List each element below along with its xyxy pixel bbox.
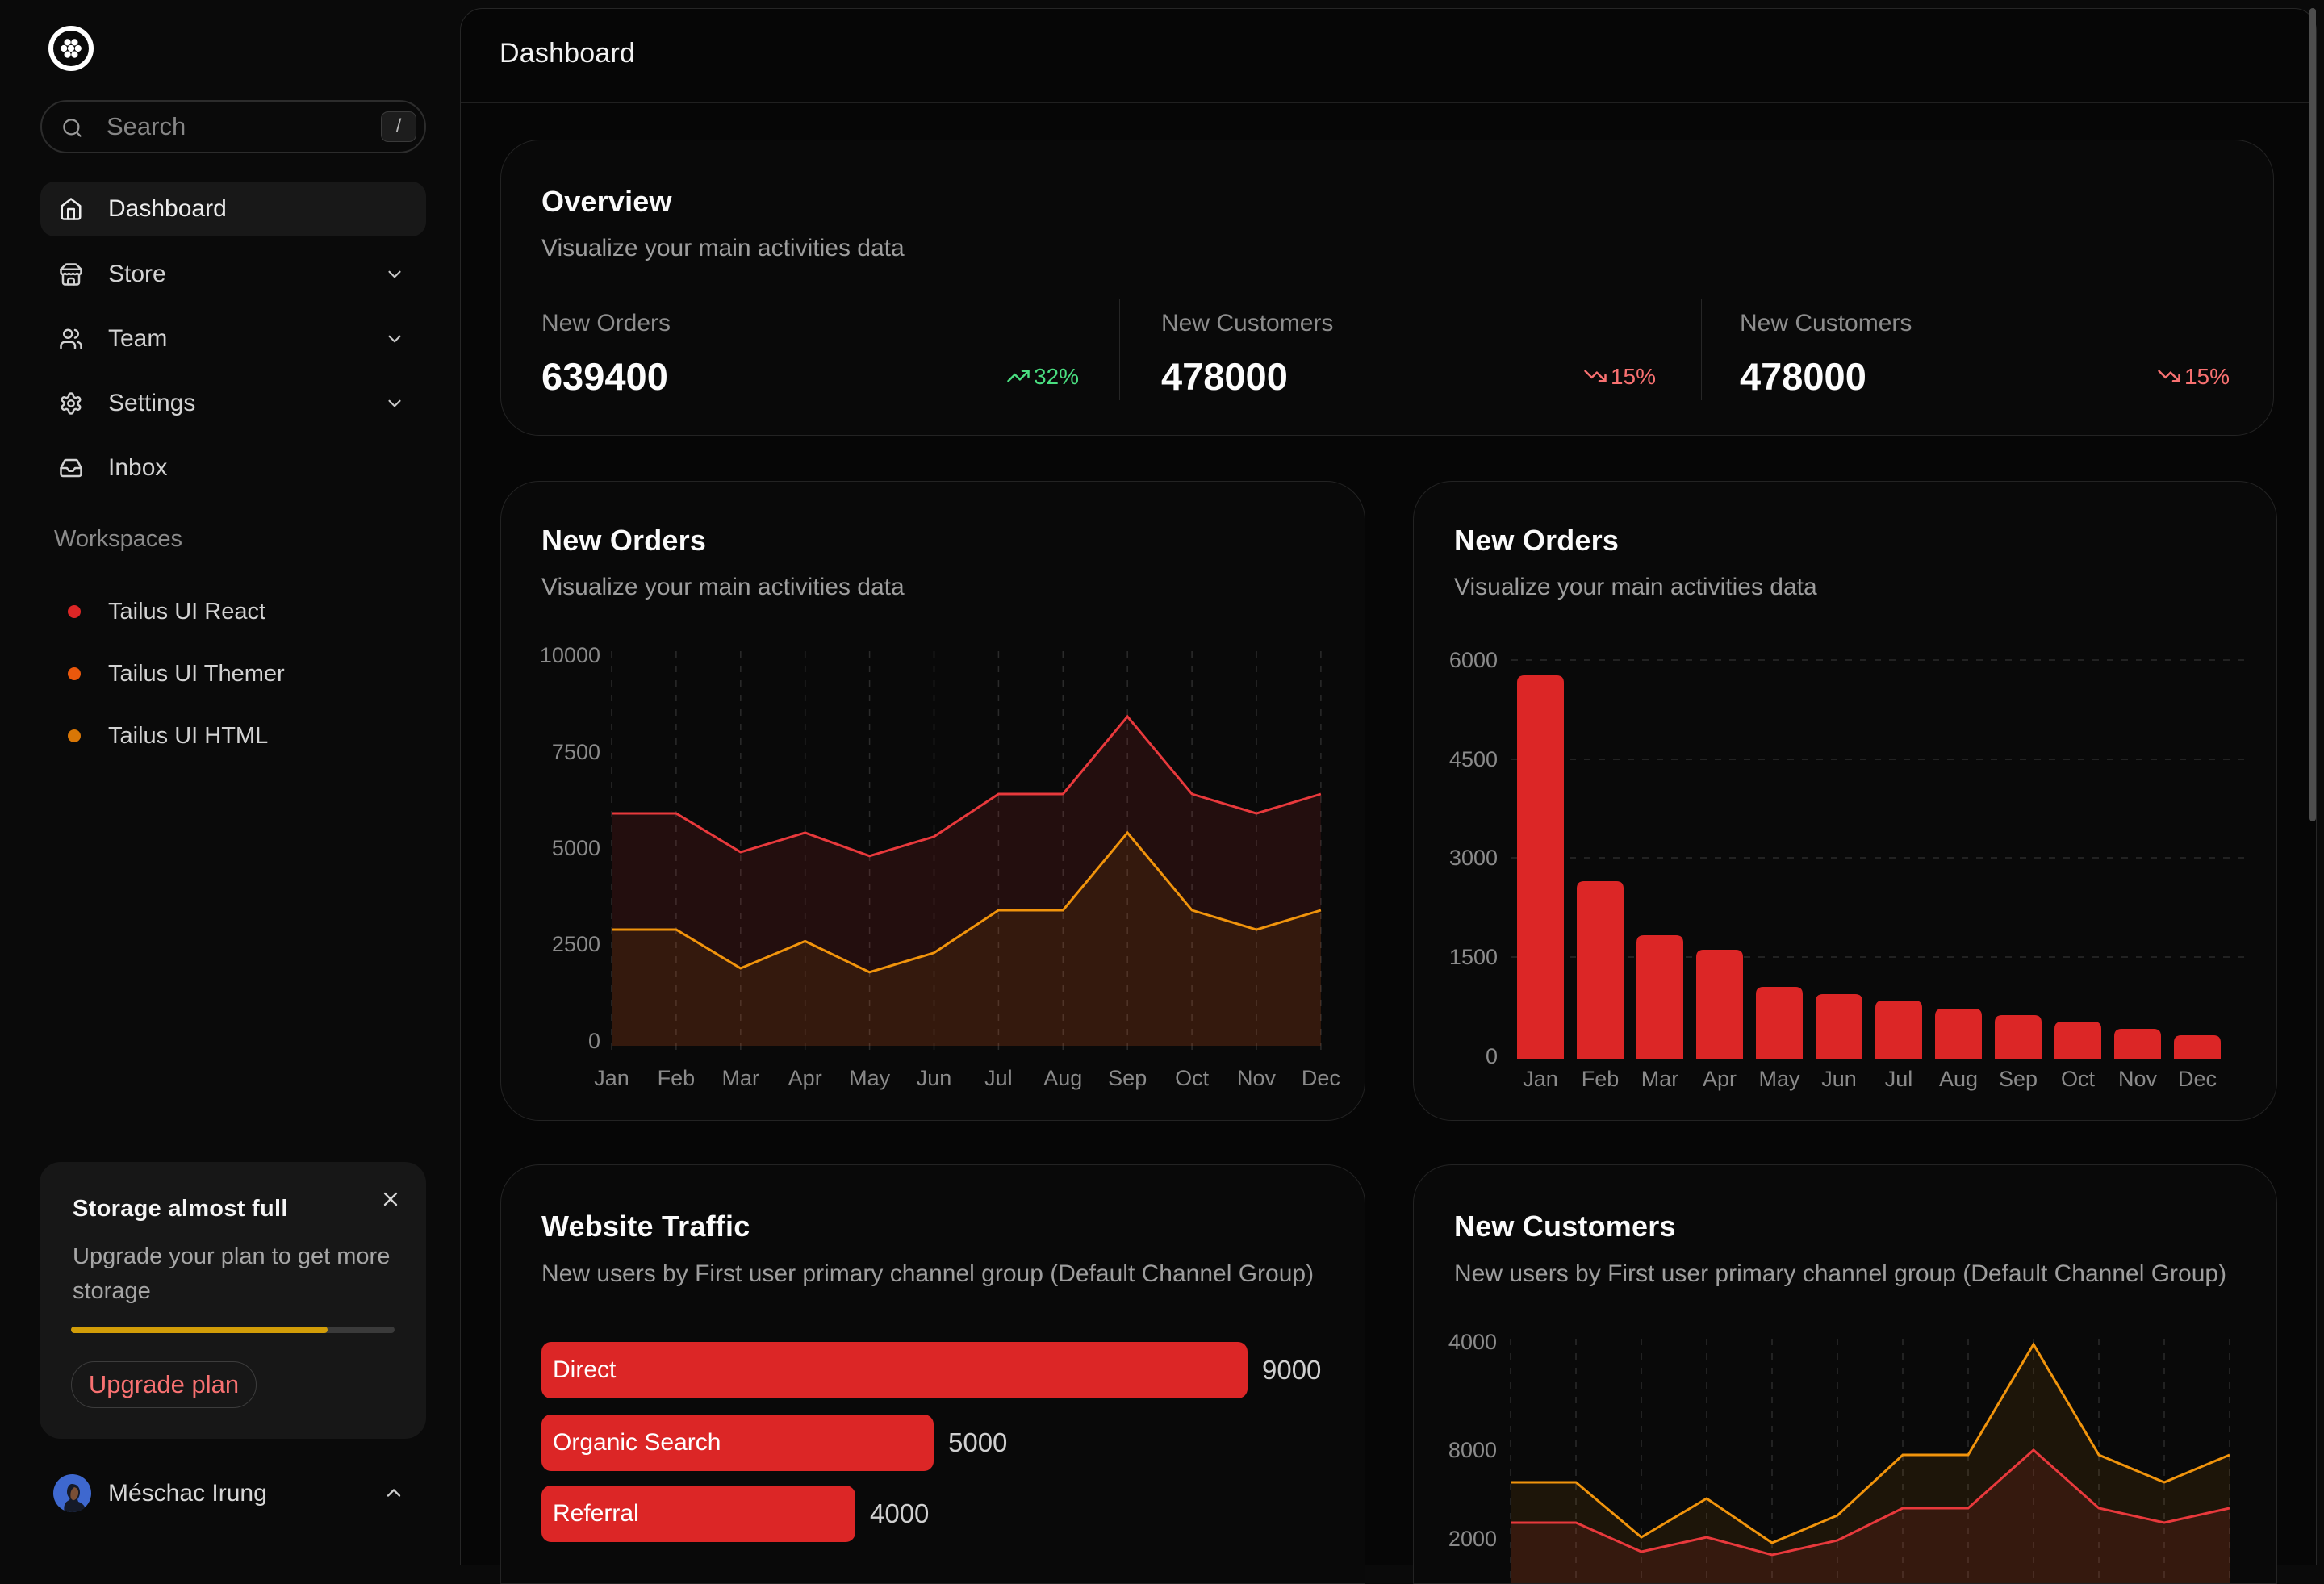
- svg-text:5000: 5000: [552, 836, 600, 860]
- svg-text:Aug: Aug: [1043, 1066, 1082, 1090]
- svg-text:Jan: Jan: [1523, 1067, 1558, 1091]
- svg-text:Sep: Sep: [1999, 1067, 2038, 1091]
- svg-text:Feb: Feb: [1582, 1067, 1620, 1091]
- svg-text:Nov: Nov: [2118, 1067, 2158, 1091]
- svg-text:May: May: [849, 1066, 891, 1090]
- svg-text:0: 0: [1486, 1044, 1498, 1068]
- svg-text:2000: 2000: [1448, 1527, 1497, 1551]
- svg-text:0: 0: [588, 1029, 600, 1053]
- svg-text:Mar: Mar: [1641, 1067, 1679, 1091]
- svg-text:Dec: Dec: [1302, 1066, 1340, 1090]
- svg-text:Feb: Feb: [658, 1066, 696, 1090]
- svg-text:Oct: Oct: [1175, 1066, 1210, 1090]
- svg-text:Sep: Sep: [1108, 1066, 1147, 1090]
- svg-text:4000: 4000: [1448, 1330, 1497, 1354]
- svg-text:Jul: Jul: [1885, 1067, 1913, 1091]
- svg-text:8000: 8000: [1448, 1438, 1497, 1462]
- svg-text:Apr: Apr: [788, 1066, 822, 1090]
- svg-text:Jan: Jan: [594, 1066, 629, 1090]
- svg-text:Oct: Oct: [2061, 1067, 2096, 1091]
- svg-text:2500: 2500: [552, 932, 600, 956]
- svg-text:10000: 10000: [540, 643, 600, 667]
- svg-text:Aug: Aug: [1939, 1067, 1978, 1091]
- svg-text:Nov: Nov: [1237, 1066, 1277, 1090]
- svg-text:Apr: Apr: [1703, 1067, 1737, 1091]
- svg-text:Jul: Jul: [984, 1066, 1013, 1090]
- svg-text:Jun: Jun: [1821, 1067, 1857, 1091]
- svg-text:4500: 4500: [1449, 747, 1498, 771]
- svg-text:6000: 6000: [1449, 648, 1498, 672]
- svg-text:May: May: [1758, 1067, 1800, 1091]
- svg-text:Jun: Jun: [917, 1066, 952, 1090]
- svg-text:Mar: Mar: [722, 1066, 760, 1090]
- svg-text:3000: 3000: [1449, 846, 1498, 870]
- svg-text:7500: 7500: [552, 740, 600, 764]
- svg-text:1500: 1500: [1449, 945, 1498, 969]
- svg-text:Dec: Dec: [2178, 1067, 2217, 1091]
